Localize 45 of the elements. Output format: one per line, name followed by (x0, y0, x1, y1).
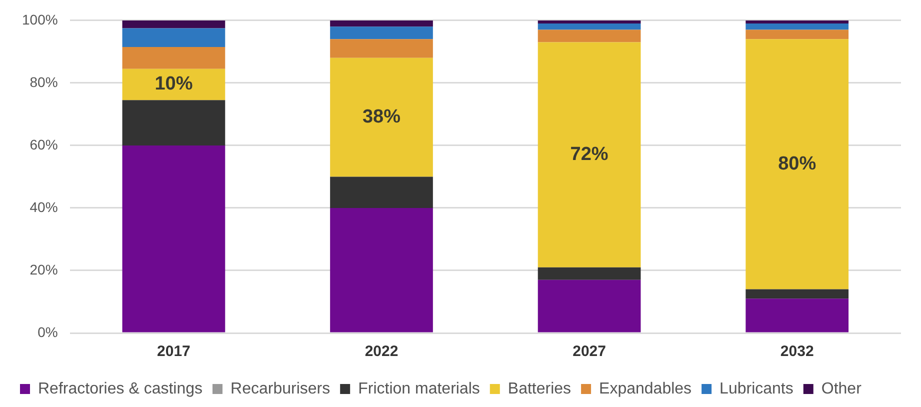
bar (122, 68, 226, 100)
x-tick-label: 2017 (157, 343, 190, 360)
bar (538, 20, 641, 24)
y-tick-label: 40% (30, 198, 58, 215)
legend-label: Refractories & castings (38, 380, 203, 398)
y-tick-label: 0% (38, 324, 58, 340)
bar (746, 289, 849, 299)
legend-label: Recarburisers (230, 380, 330, 398)
bar (330, 26, 433, 40)
legend-label: Expandables (599, 380, 692, 398)
bar (538, 267, 641, 280)
y-tick-label: 100% (22, 11, 58, 28)
bar (330, 20, 433, 27)
bar (122, 100, 226, 146)
bar (122, 46, 226, 69)
bar (538, 280, 641, 332)
bar (538, 30, 641, 42)
bar (122, 28, 226, 47)
legend-label: Other (821, 380, 862, 398)
data-label: 80% (778, 153, 816, 174)
legend-label: Friction materials (358, 380, 480, 398)
bar (746, 24, 849, 30)
bar (330, 208, 433, 332)
x-tick-label: 2032 (780, 343, 814, 360)
bar (538, 42, 641, 268)
data-label: 10% (154, 74, 193, 95)
bar (746, 298, 849, 332)
y-tick-label: 60% (30, 136, 58, 152)
y-tick-label: 20% (30, 261, 58, 278)
legend-label: Lubricants (720, 380, 794, 398)
bar (746, 39, 849, 290)
bar (330, 176, 433, 208)
bar (122, 20, 226, 28)
bar (538, 24, 641, 30)
data-label: 72% (570, 144, 608, 166)
y-tick-label: 80% (30, 74, 58, 90)
legend-label: Batteries (508, 380, 572, 398)
bar (122, 145, 226, 332)
x-tick-label: 2022 (364, 343, 398, 360)
bar (746, 20, 849, 24)
bar (746, 30, 849, 40)
bar (330, 58, 433, 177)
data-label: 38% (362, 106, 401, 128)
bar (330, 39, 433, 58)
x-tick-label: 2027 (572, 343, 606, 360)
